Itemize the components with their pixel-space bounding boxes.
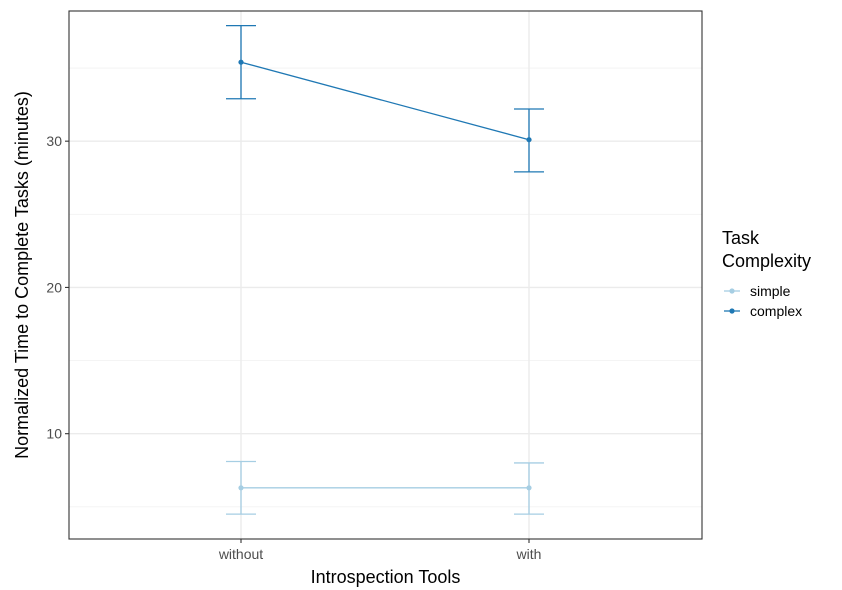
legend-key-point-complex [729,308,735,314]
y-tick-label: 20 [46,279,62,295]
data-point-complex [526,137,532,143]
series-layer [226,24,544,515]
legend-title-line-2: Complexity [722,251,811,271]
legend: Task Complexity simple complex [722,228,811,319]
x-axis-title: Introspection Tools [311,567,461,587]
legend-key-point-simple [729,288,735,294]
x-tick-label: with [516,546,542,562]
data-point-simple [526,485,532,491]
legend-label-simple: simple [750,283,791,299]
series-line-complex [240,61,530,141]
legend-label-complex: complex [750,303,802,319]
y-tick-label: 30 [46,133,62,149]
data-point-complex [238,59,244,65]
data-point-simple [238,485,244,491]
axis-ticks: 10 20 30 without with [46,133,541,562]
y-axis-title: Normalized Time to Complete Tasks (minut… [12,91,32,459]
series-complex [226,24,544,173]
y-tick-label: 10 [46,426,62,442]
panel-border [68,10,703,540]
x-tick-label: without [218,546,263,562]
legend-title-line-1: Task [722,228,760,248]
grid [69,11,702,539]
series-simple [226,460,544,515]
